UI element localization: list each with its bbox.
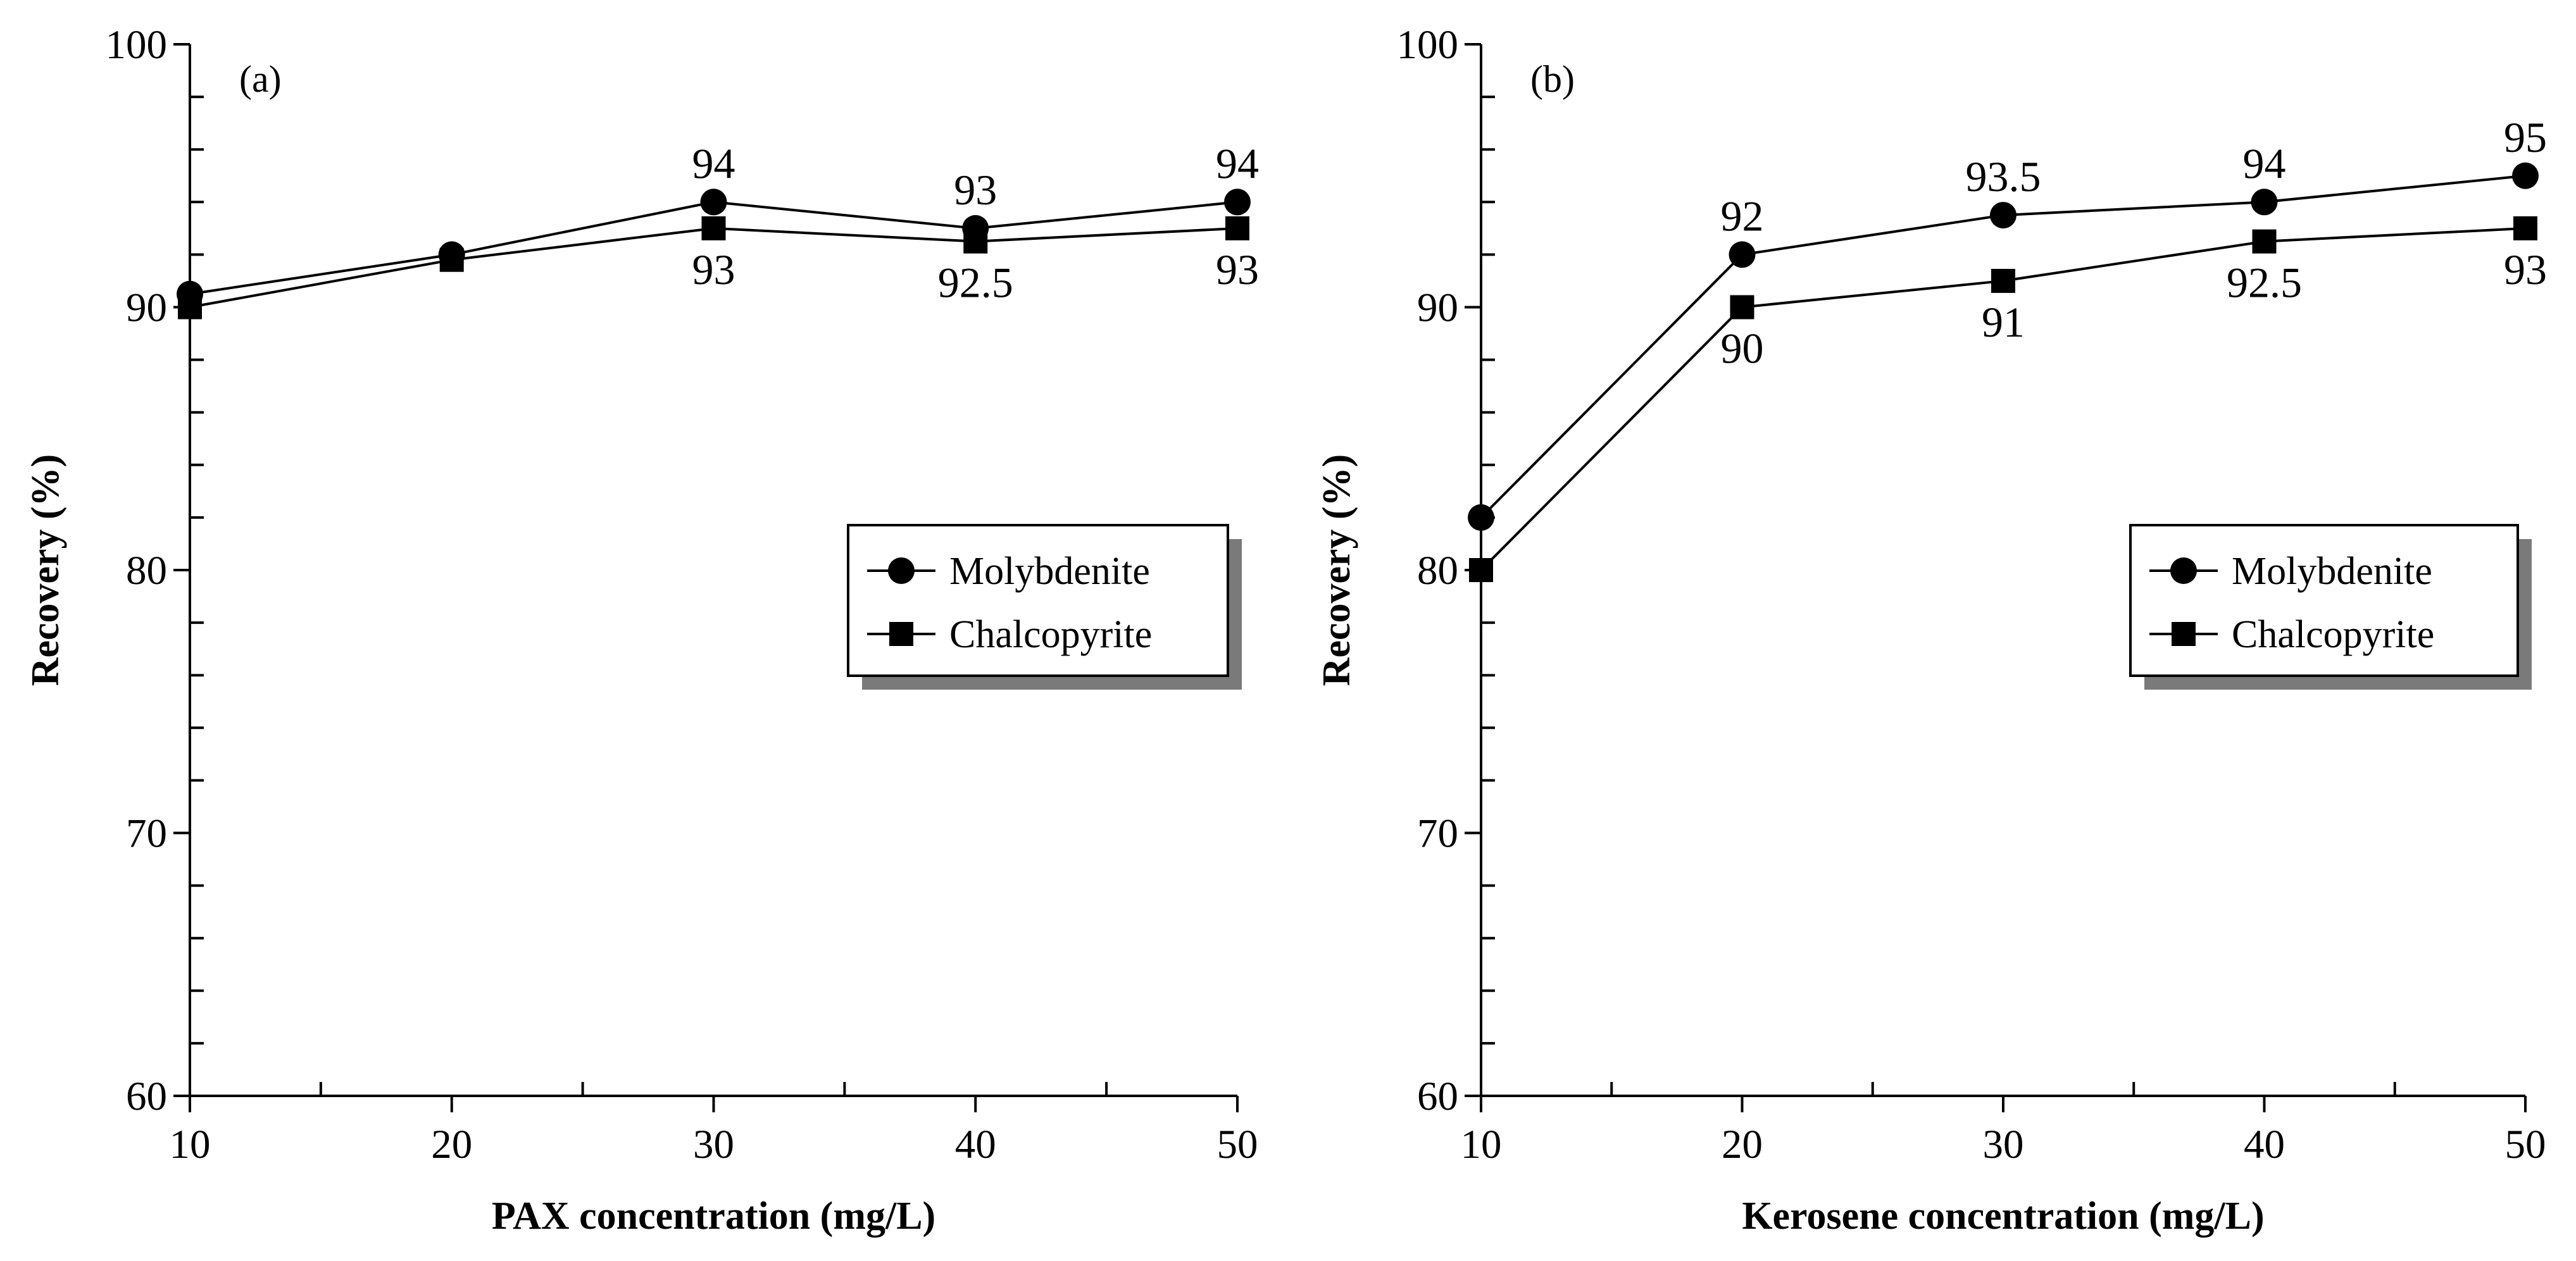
data-label: 91 — [1982, 298, 2025, 346]
data-label: 92.5 — [938, 259, 1013, 307]
y-tick-label: 80 — [1417, 548, 1458, 593]
data-label: 93 — [692, 245, 735, 294]
data-point — [1990, 202, 2016, 229]
y-tick-label: 60 — [126, 1074, 167, 1119]
data-point — [1468, 504, 1494, 531]
legend-marker-square — [889, 622, 913, 646]
panel-label: (b) — [1530, 58, 1575, 100]
y-tick-label: 90 — [1417, 285, 1458, 331]
data-point — [700, 189, 727, 216]
series-molybdenite: 94 93 94 — [177, 139, 1259, 307]
data-point — [1224, 189, 1251, 216]
data-point — [178, 295, 202, 320]
legend-marker-square — [2172, 622, 2196, 646]
legend-marker-circle — [888, 557, 915, 584]
data-point — [1225, 216, 1249, 240]
legend-marker-circle — [2170, 557, 2197, 584]
data-label: 94 — [1216, 139, 1259, 187]
data-label: 92 — [1721, 192, 1764, 240]
data-point — [2512, 162, 2539, 189]
y-tick-label: 100 — [1397, 22, 1459, 68]
data-label: 93 — [954, 166, 997, 214]
chart-panel-b: 60 70 80 90 100 10 20 30 40 50 Kerosene concentrat… — [1315, 22, 2547, 1238]
legend-label-molybdenite: Molybdenite — [949, 550, 1150, 593]
y-tick-label: 100 — [106, 22, 168, 68]
series-molybdenite: 92 93.5 94 95 — [1468, 113, 2547, 531]
data-point — [1729, 241, 1756, 268]
data-point — [1991, 268, 2015, 293]
x-axis-title: Kerosene concentration (mg/L) — [1742, 1195, 2264, 1238]
data-point — [2513, 216, 2537, 240]
data-point — [439, 247, 464, 272]
x-tick-label: 50 — [1217, 1122, 1258, 1167]
chart-panel-a: 60 70 80 90 100 10 20 30 40 50 PAX concentration (… — [24, 22, 1259, 1238]
legend: Molybdenite Chalcopyrite — [847, 524, 1242, 690]
data-label: 94 — [2243, 139, 2286, 187]
legend: Molybdenite Chalcopyrite — [2129, 524, 2532, 690]
legend-box — [847, 524, 1229, 677]
data-point — [701, 216, 726, 240]
data-label: 95 — [2504, 113, 2547, 161]
y-tick-label: 80 — [126, 548, 167, 593]
data-label: 93 — [1216, 245, 1259, 294]
data-label: 93.5 — [1966, 152, 2041, 201]
legend-label-chalcopyrite: Chalcopyrite — [949, 613, 1152, 656]
y-axis-title: Recovery (%) — [1315, 454, 1358, 686]
x-tick-label: 30 — [1983, 1122, 2024, 1167]
legend-label-molybdenite: Molybdenite — [2232, 550, 2432, 593]
y-tick-label: 70 — [126, 811, 167, 857]
legend-label-chalcopyrite: Chalcopyrite — [2232, 613, 2434, 656]
x-tick-label: 20 — [431, 1122, 472, 1167]
data-point — [1730, 295, 1754, 320]
y-tick-label: 70 — [1417, 811, 1458, 857]
panel-label: (a) — [239, 58, 282, 100]
x-tick-label: 30 — [693, 1122, 734, 1167]
data-point — [2252, 229, 2277, 254]
y-tick-label: 90 — [126, 285, 167, 331]
data-label: 93 — [2504, 245, 2547, 294]
x-tick-label: 40 — [2244, 1122, 2285, 1167]
x-tick-label: 40 — [955, 1122, 996, 1167]
series-chalcopyrite: 90 91 92.5 93 — [1469, 216, 2547, 582]
y-axis-title: Recovery (%) — [24, 454, 67, 686]
x-tick-label: 10 — [170, 1122, 211, 1167]
data-point — [2251, 189, 2278, 216]
series-chalcopyrite: 93 92.5 93 — [178, 216, 1259, 320]
data-label: 92.5 — [2227, 259, 2302, 307]
x-tick-label: 10 — [1461, 1122, 1502, 1167]
data-point — [963, 229, 988, 254]
data-label: 94 — [692, 139, 735, 187]
legend-box — [2129, 524, 2519, 677]
data-point — [1469, 558, 1493, 582]
y-tick-label: 60 — [1417, 1074, 1458, 1119]
x-axis-title: PAX concentration (mg/L) — [492, 1195, 935, 1238]
x-tick-label: 50 — [2505, 1122, 2546, 1167]
x-tick-label: 20 — [1722, 1122, 1763, 1167]
data-label: 90 — [1721, 325, 1764, 373]
